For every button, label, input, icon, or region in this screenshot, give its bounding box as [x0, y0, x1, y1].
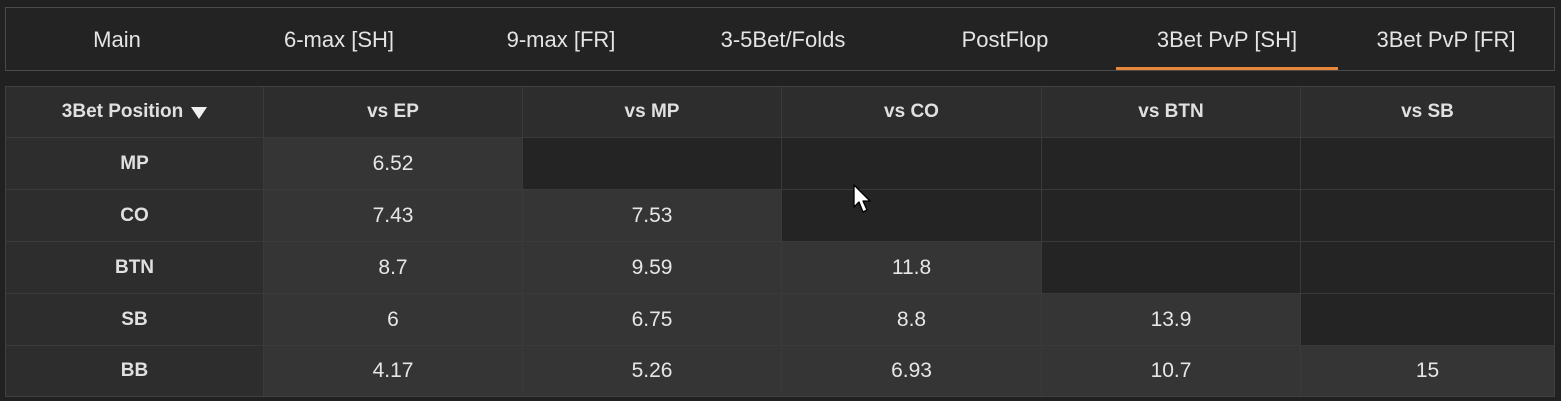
tab-6max-sh[interactable]: 6-max [SH] — [283, 27, 395, 52]
column-header-3bet-position[interactable]: 3Bet Position — [6, 87, 264, 138]
table-cell[interactable]: 9.59 — [523, 242, 782, 294]
tab-9max-fr[interactable]: 9-max [FR] — [506, 27, 616, 52]
column-header[interactable]: vs MP — [523, 87, 782, 138]
table-cell[interactable]: 6.93 — [782, 346, 1042, 396]
table-row: BB 4.17 5.26 6.93 10.7 15 — [6, 346, 1554, 396]
table-cell[interactable] — [1301, 294, 1554, 346]
tab-3bet-pvp-fr[interactable]: 3Bet PvP [FR] — [1376, 27, 1516, 52]
table-cell[interactable] — [1301, 242, 1554, 294]
row-header: BTN — [6, 242, 264, 294]
table-cell[interactable] — [523, 138, 782, 190]
table-cell[interactable]: 6.75 — [523, 294, 782, 346]
column-header[interactable]: vs SB — [1301, 87, 1554, 138]
tab-postflop[interactable]: PostFlop — [961, 27, 1049, 52]
sort-down-icon[interactable] — [191, 107, 208, 119]
table-cell[interactable] — [1042, 190, 1301, 242]
table-cell[interactable]: 8.7 — [264, 242, 523, 294]
table-row: MP 6.52 — [6, 138, 1554, 190]
mouse-pointer-icon — [853, 184, 871, 213]
table-cell[interactable] — [1301, 190, 1554, 242]
table-cell[interactable]: 8.8 — [782, 294, 1042, 346]
table-row: SB 6 6.75 8.8 13.9 — [6, 294, 1554, 346]
table-row: BTN 8.7 9.59 11.8 — [6, 242, 1554, 294]
table-cell[interactable]: 15 — [1301, 346, 1554, 396]
table-header-row: 3Bet Position vs EP vs MP vs CO vs BTN v… — [6, 87, 1554, 138]
table-row: CO 7.43 7.53 — [6, 190, 1554, 242]
column-header[interactable]: vs EP — [264, 87, 523, 138]
tab-main[interactable]: Main — [93, 27, 141, 52]
row-header: MP — [6, 138, 264, 190]
table-cell[interactable] — [1301, 138, 1554, 190]
column-header[interactable]: vs BTN — [1042, 87, 1301, 138]
column-header-label: 3Bet Position — [61, 101, 184, 122]
table-cell[interactable] — [1042, 138, 1301, 190]
table-cell[interactable] — [1042, 242, 1301, 294]
table-cell[interactable]: 6 — [264, 294, 523, 346]
row-header: SB — [6, 294, 264, 346]
table-cell[interactable] — [782, 190, 1042, 242]
table-cell[interactable] — [782, 138, 1042, 190]
table-cell[interactable]: 11.8 — [782, 242, 1042, 294]
table-cell[interactable]: 13.9 — [1042, 294, 1301, 346]
column-header[interactable]: vs CO — [782, 87, 1042, 138]
table-cell[interactable]: 6.52 — [264, 138, 523, 190]
stats-table: 3Bet Position vs EP vs MP vs CO vs BTN v… — [5, 86, 1555, 397]
tab-bar: Main 6-max [SH] 9-max [FR] 3-5Bet/Folds … — [5, 7, 1555, 71]
tab-3-5bet-folds[interactable]: 3-5Bet/Folds — [720, 27, 846, 52]
tab-3bet-pvp-sh[interactable]: 3Bet PvP [SH] — [1116, 8, 1338, 70]
table-cell[interactable]: 7.43 — [264, 190, 523, 242]
row-header: BB — [6, 346, 264, 396]
table-cell[interactable]: 10.7 — [1042, 346, 1301, 396]
table-cell[interactable]: 4.17 — [264, 346, 523, 396]
table-cell[interactable]: 5.26 — [523, 346, 782, 396]
table-cell[interactable]: 7.53 — [523, 190, 782, 242]
row-header: CO — [6, 190, 264, 242]
